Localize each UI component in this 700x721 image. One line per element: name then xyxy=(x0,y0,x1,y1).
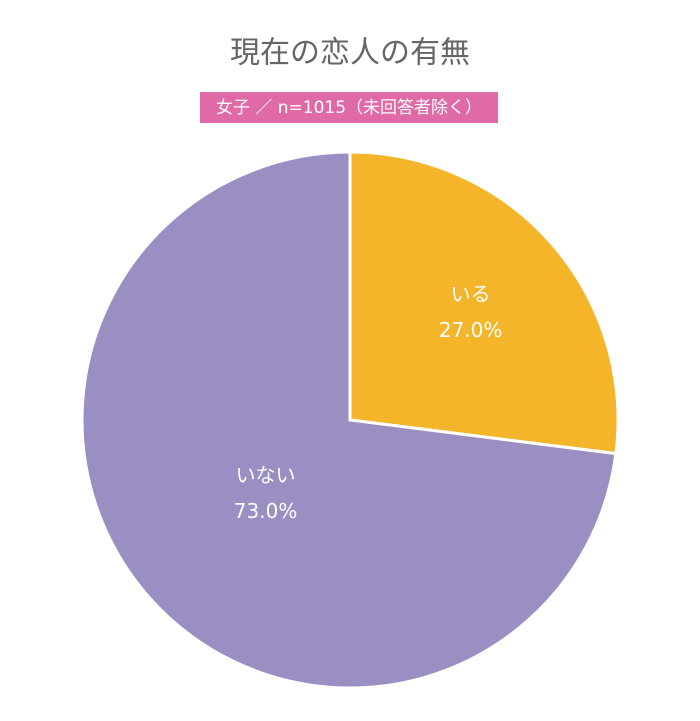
slice-value-label: 27.0% xyxy=(439,318,503,342)
subtitle-box xyxy=(200,92,498,123)
slice-value-label: 73.0% xyxy=(234,499,298,523)
chart-title: 現在の恋人の有無 xyxy=(230,36,470,71)
pie-slice xyxy=(80,150,618,690)
slice-label: いる xyxy=(451,282,491,306)
chart-subtitle: 女子 ／ n=1015（未回答者除く） xyxy=(216,98,482,118)
pie-slice xyxy=(348,150,620,456)
slice-label: いない xyxy=(236,463,296,487)
